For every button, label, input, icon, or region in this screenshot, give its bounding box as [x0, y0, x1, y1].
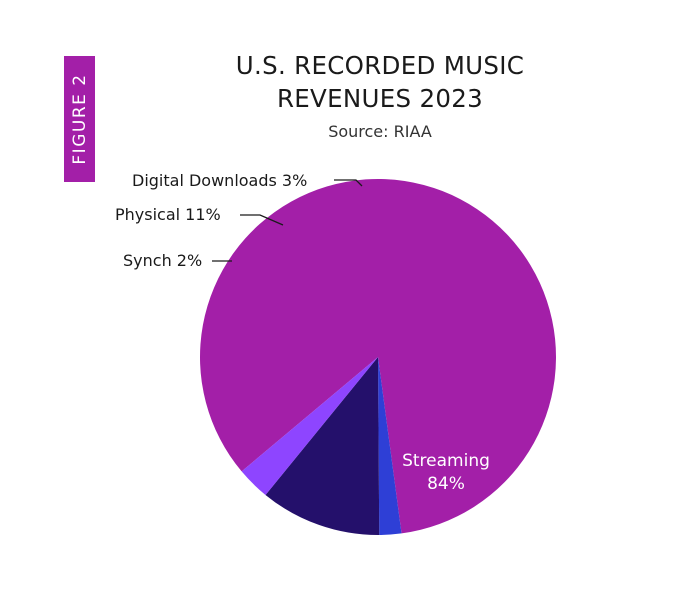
pie-slice-digital-downloads — [241, 357, 378, 495]
slice-label-physical: Physical 11% — [115, 205, 221, 224]
leader-line-digital-downloads — [334, 179, 363, 187]
chart-title-line-2: REVENUES 2023 — [276, 84, 484, 113]
slice-label-synch: Synch 2% — [123, 251, 202, 270]
slice-labels: Streaming 84% Synch 2% Physical 11% Digital … — [115, 171, 490, 494]
pie-slice-physical — [265, 357, 380, 535]
leader-line-physical — [240, 214, 284, 226]
figure-tag: FIGURE 2 — [64, 56, 95, 182]
slice-label-streaming-value: 84% — [427, 474, 465, 494]
pie-slice-streaming — [200, 178, 556, 534]
chart-title-line-1: U.S. RECORDED MUSIC — [235, 51, 525, 80]
slice-label-digital-downloads: Digital Downloads 3% — [132, 171, 307, 190]
pie-slice-synch — [378, 357, 402, 535]
slice-label-streaming-name: Streaming — [402, 451, 490, 471]
pie-slices — [200, 178, 556, 535]
chart-subtitle: Source: RIAA — [328, 122, 432, 141]
leader-lines — [212, 179, 363, 262]
